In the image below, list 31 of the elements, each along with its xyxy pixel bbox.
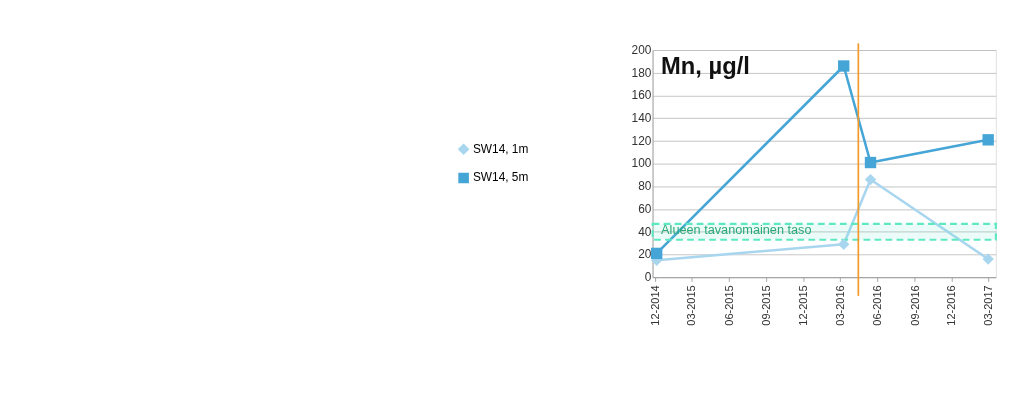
- point: [982, 134, 994, 146]
- x-tick-label: 03-2015: [685, 285, 698, 326]
- y-tick-label: 160: [631, 88, 652, 103]
- x-tick-label: 12-2016: [945, 285, 958, 326]
- x-tick-label: 09-2015: [760, 285, 773, 326]
- x-tick-label: 06-2015: [722, 285, 735, 326]
- point: [864, 173, 877, 186]
- legend-label: SW14, 5m: [472, 170, 529, 185]
- y-tick-label: 100: [631, 156, 652, 171]
- x-tick-label: 09-2016: [908, 285, 921, 326]
- y-tick-label: 180: [631, 65, 652, 80]
- y-tick-label: 20: [638, 247, 652, 262]
- point: [982, 253, 994, 265]
- x-tick-label: 12-2015: [796, 285, 809, 326]
- y-tick-label: 0: [644, 270, 652, 285]
- x-tick-label: 06-2016: [871, 285, 884, 326]
- y-tick-label: 80: [638, 179, 652, 194]
- x-tick-label: 12-2014: [648, 285, 661, 326]
- x-tick-label: 03-2016: [833, 285, 846, 326]
- y-tick-label: 60: [638, 201, 652, 216]
- y-tick-label: 140: [631, 111, 652, 126]
- point: [650, 247, 663, 260]
- point: [838, 60, 850, 72]
- point: [838, 238, 850, 250]
- legend-label: SW14, 1m: [472, 141, 529, 156]
- x-tick-label: 03-2017: [981, 285, 994, 326]
- point: [864, 156, 877, 169]
- y-tick-label: 40: [638, 224, 652, 239]
- chart-title: Mn, µg/l: [661, 52, 750, 79]
- y-tick-label: 120: [631, 133, 652, 148]
- y-tick-label: 200: [631, 42, 652, 57]
